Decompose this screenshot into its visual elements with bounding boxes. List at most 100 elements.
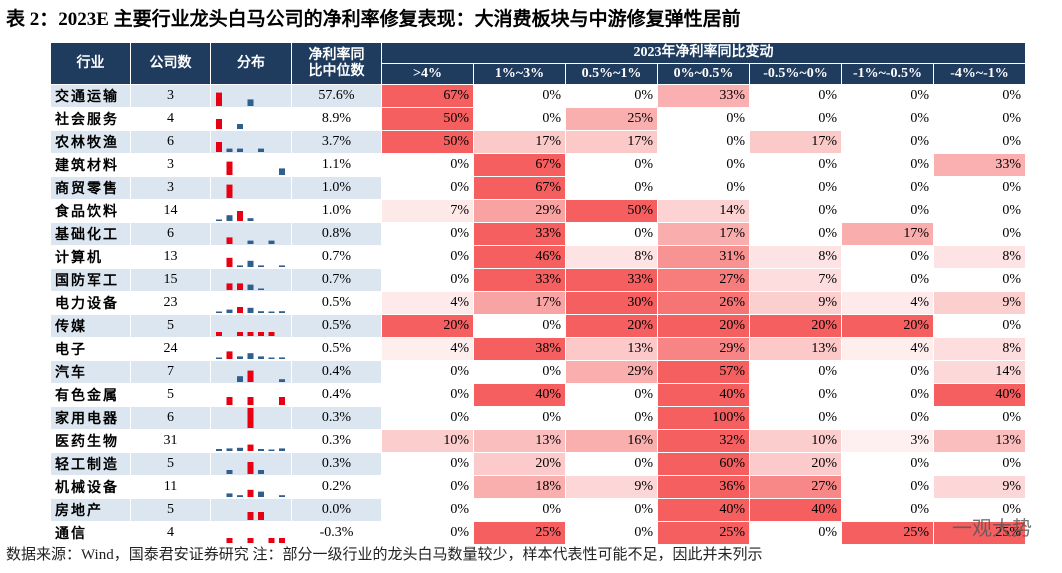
- row: 汽车 7 0.4% 0% 0% 29% 57% 0% 0% 14%: [50, 360, 1026, 384]
- mini-bar: [226, 538, 233, 543]
- heat-cell: 57%: [657, 360, 750, 384]
- distribution: [210, 107, 292, 131]
- count: 4: [130, 107, 211, 131]
- mini-bar: [216, 142, 222, 152]
- heat-cell: 25%: [473, 521, 566, 545]
- industry: 房地产: [50, 498, 131, 522]
- mini-chart: [216, 351, 285, 359]
- row: 建筑材料 3 1.1% 0% 67% 0% 0% 0% 0% 33%: [50, 153, 1026, 177]
- heat-cell: 16%: [565, 429, 658, 453]
- heat-cell: 0%: [565, 521, 658, 545]
- mini-bar: [226, 470, 233, 474]
- distribution: [210, 429, 292, 453]
- heat-cell: 9%: [565, 475, 658, 499]
- median: 1.0%: [291, 176, 382, 200]
- industry: 轻工制造: [50, 452, 131, 476]
- distribution: [210, 245, 292, 269]
- heat-cell: 67%: [473, 176, 566, 200]
- distribution: [210, 291, 292, 315]
- heat-cell: 0%: [841, 199, 934, 223]
- row: 计算机 13 0.7% 0% 46% 8% 31% 8% 0% 8%: [50, 245, 1026, 269]
- median: 0.7%: [291, 245, 382, 269]
- heat-cell: 0%: [933, 268, 1026, 292]
- count: 15: [130, 268, 211, 292]
- heat-cell: 0%: [473, 360, 566, 384]
- mini-chart: [247, 512, 264, 520]
- count: 23: [130, 291, 211, 315]
- industry: 医药生物: [50, 429, 131, 453]
- distribution: [210, 314, 292, 338]
- distribution: [210, 176, 292, 200]
- heat-cell: 0%: [381, 268, 474, 292]
- mini-bar: [279, 168, 285, 175]
- mini-bar: [226, 215, 233, 221]
- heat-cell: 0%: [749, 84, 842, 108]
- heat-cell: 40%: [473, 383, 566, 407]
- heat-cell: 20%: [841, 314, 934, 338]
- heat-cell: 0%: [841, 360, 934, 384]
- distribution: [210, 268, 292, 292]
- heat-cell: 13%: [565, 337, 658, 361]
- heat-cell: 50%: [565, 199, 658, 223]
- mini-chart: [226, 184, 233, 198]
- mini-bar: [216, 357, 222, 359]
- industry: 通信: [50, 521, 131, 545]
- table: 行业 公司数 分布 净利率同 比中位数 2023年净利率同比变动 >4% 1%~3% 0.5%~…: [50, 42, 1026, 545]
- mini-chart: [216, 211, 254, 221]
- count: 7: [130, 360, 211, 384]
- heat-cell: 20%: [381, 314, 474, 338]
- heat-cell: 40%: [749, 498, 842, 522]
- median: 8.9%: [291, 107, 382, 131]
- heat-cell: 0%: [657, 153, 750, 177]
- heat-cell: 33%: [933, 153, 1026, 177]
- heat-cell: 67%: [473, 153, 566, 177]
- row: 家用电器 6 0.3% 0% 0% 0% 100% 0% 0% 0%: [50, 406, 1026, 430]
- heat-cell: 0%: [565, 222, 658, 246]
- mini-bar: [247, 307, 254, 313]
- heat-cell: 0%: [381, 176, 474, 200]
- title: 表 2：2023E 主要行业龙头白马公司的净利率修复表现：大消费板块与中游修复弹…: [6, 9, 741, 30]
- heat-cell: 17%: [841, 222, 934, 246]
- heat-cell: 0%: [841, 130, 934, 154]
- heat-cell: 14%: [933, 360, 1026, 384]
- industry: 电力设备: [50, 291, 131, 315]
- heat-cell: 27%: [657, 268, 750, 292]
- count: 4: [130, 521, 211, 545]
- mini-bar: [247, 397, 254, 405]
- mini-bar: [247, 489, 254, 497]
- row: 医药生物 31 0.3% 10% 13% 16% 32% 10% 3% 13%: [50, 429, 1026, 453]
- mini-bar: [258, 148, 264, 152]
- distribution: [210, 199, 292, 223]
- count: 13: [130, 245, 211, 269]
- median: -0.3%: [291, 521, 382, 545]
- heat-cell: 8%: [933, 245, 1026, 269]
- heat-cell: 50%: [381, 107, 474, 131]
- mini-chart: [226, 237, 275, 244]
- mini-bar: [237, 307, 243, 313]
- heat-cell: 67%: [381, 84, 474, 108]
- heat-cell: 20%: [473, 452, 566, 476]
- mini-bar: [226, 184, 233, 198]
- heat-cell: 9%: [933, 475, 1026, 499]
- mini-bar: [237, 211, 243, 221]
- heat-cell: 0%: [933, 107, 1026, 131]
- mini-bar: [237, 376, 243, 382]
- count: 5: [130, 383, 211, 407]
- median: 0.5%: [291, 291, 382, 315]
- median: 0.7%: [291, 268, 382, 292]
- mini-chart: [226, 538, 285, 543]
- mini-bar: [226, 161, 233, 175]
- heat-cell: 0%: [657, 107, 750, 131]
- header-cell: 0.5%~1%: [565, 63, 658, 85]
- row: 有色金属 5 0.4% 0% 40% 0% 40% 0% 0% 40%: [50, 383, 1026, 407]
- heat-cell: 4%: [841, 337, 934, 361]
- mini-bar: [247, 260, 254, 267]
- heat-cell: 60%: [657, 452, 750, 476]
- mini-chart: [226, 489, 285, 497]
- industry: 建筑材料: [50, 153, 131, 177]
- heat-cell: 0%: [933, 222, 1026, 246]
- mini-bar: [226, 351, 233, 359]
- industry: 基础化工: [50, 222, 131, 246]
- mini-bar: [258, 311, 264, 313]
- heat-cell: 17%: [473, 291, 566, 315]
